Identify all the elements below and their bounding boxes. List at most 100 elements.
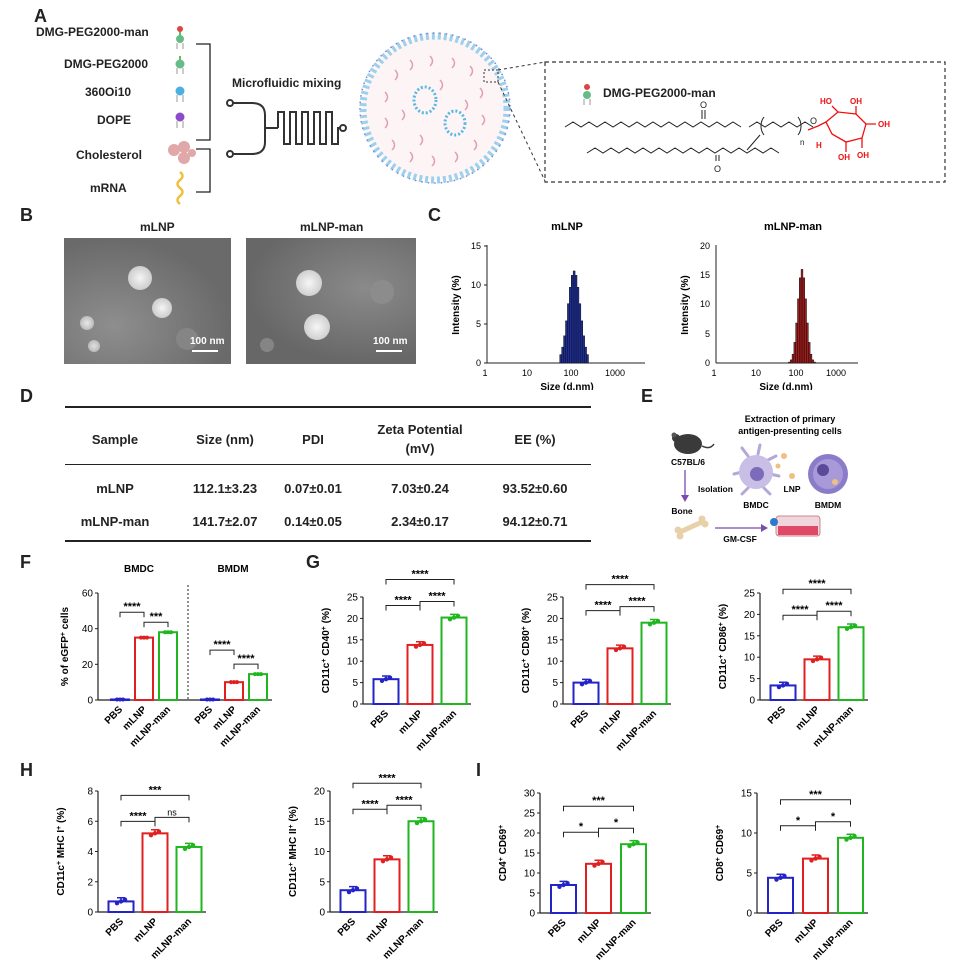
microfluidic-chip: [226, 99, 347, 158]
data-point: [139, 635, 143, 640]
component-dmg-peg2000-man: DMG-PEG2000-man: [36, 25, 149, 39]
y-tick-label: 15: [547, 635, 559, 646]
data-point: [844, 837, 849, 842]
significance-label: ***: [150, 611, 164, 623]
category-label: PBS: [569, 708, 592, 731]
atom-o: O: [810, 116, 817, 126]
y-tick-label: 20: [547, 614, 559, 625]
panel-letter-a: A: [34, 6, 47, 26]
significance-label: ****: [628, 596, 646, 608]
significance-bracket: [120, 794, 190, 801]
y-tick-label: 2: [87, 877, 93, 888]
category-label: mLNP-man: [128, 704, 173, 749]
error-bar: [779, 681, 787, 686]
y-axis-label: CD11c+ CD86+ (%): [718, 604, 730, 689]
y-tick-label: 10: [744, 653, 756, 664]
histogram-bar: [793, 342, 796, 364]
data-point: [852, 623, 858, 628]
dls-plot-mlnp: 0 5 10 15 1 10 100 1000 Size (d.nm) Inte…: [451, 241, 645, 390]
y-tick-label: 10: [314, 847, 326, 858]
histogram-bar: [804, 298, 807, 364]
error-bar: [616, 644, 624, 649]
y-axis-label: CD11c+ CD80+ (%): [521, 608, 533, 693]
histogram-bar: [799, 277, 802, 364]
bar-pbs: [110, 698, 130, 702]
error-bar: [846, 833, 855, 838]
peg-man-icon: [176, 26, 184, 49]
y-tick-label: 40: [82, 624, 94, 635]
data-point: [166, 630, 170, 635]
panel-letter-f: F: [20, 552, 31, 572]
significance-label: ****: [123, 601, 141, 613]
significance-bracket: [233, 663, 259, 670]
nanoparticle: [296, 270, 322, 296]
data-point: [259, 672, 263, 677]
significance-bracket: [419, 601, 455, 607]
data-point: [451, 615, 457, 620]
table-header: Zeta Potential: [377, 422, 463, 437]
bar-mlnp-man: [407, 820, 435, 913]
data-point: [813, 856, 818, 861]
data-point: [814, 657, 820, 662]
atom-oh: OH: [878, 120, 890, 129]
category-label: mLNP: [575, 917, 603, 945]
error-bar: [417, 816, 425, 822]
table-rule-mid: [65, 464, 591, 465]
table-cell: 2.34±0.17: [391, 514, 449, 529]
data-point: [447, 616, 453, 622]
bmdc-icon: [732, 443, 781, 496]
data-point: [421, 641, 427, 646]
significance-label: ***: [809, 789, 823, 801]
nanoparticle: [80, 316, 94, 330]
histogram-bar: [561, 346, 564, 364]
data-point: [848, 835, 853, 840]
significance-label: ****: [129, 810, 147, 822]
histogram-bar: [790, 359, 793, 364]
significance-label: *: [579, 821, 584, 833]
atom-o: O: [700, 100, 707, 110]
category-label: mLNP: [211, 704, 239, 732]
data-point: [817, 854, 822, 859]
category-label: mLNP-man: [381, 916, 426, 961]
data-point: [848, 625, 854, 630]
table-header: (mV): [405, 441, 435, 456]
y-tick-label: 10: [547, 657, 559, 668]
histogram-bar: [813, 361, 816, 364]
significance-label: ****: [378, 772, 396, 784]
nanoparticle: [152, 298, 172, 318]
data-point: [418, 819, 424, 824]
data-point: [387, 675, 393, 680]
bar-mlnp: [406, 643, 434, 705]
xtick: 10: [751, 368, 761, 378]
y-tick-label: 25: [744, 589, 756, 600]
significance-bracket: [209, 649, 235, 656]
category-label: mLNP: [121, 704, 149, 732]
error-bar: [847, 623, 855, 628]
significance-label: *: [614, 817, 619, 829]
bar-pbs: [200, 698, 220, 702]
histogram-bar: [572, 270, 576, 364]
category-label: mLNP-man: [811, 704, 856, 749]
ytick: 15: [700, 270, 710, 280]
category-label: mLNP: [397, 708, 425, 736]
e-arrowhead: [761, 524, 768, 532]
y-axis-label: CD11c+ CD40+ (%): [321, 608, 333, 693]
category-label: mLNP: [792, 917, 820, 945]
data-point: [631, 842, 636, 847]
atom-h: H: [816, 141, 822, 150]
histogram-bar: [569, 287, 572, 364]
category-label: mLNP-man: [594, 917, 639, 962]
data-point: [587, 678, 593, 684]
histogram-bar: [565, 320, 568, 364]
dls-title-mlnp: mLNP: [551, 221, 583, 233]
data-point: [122, 897, 128, 902]
histogram-bar: [806, 322, 809, 364]
y-tick-label: 0: [749, 696, 755, 707]
atom-oh: OH: [850, 97, 862, 106]
data-point: [810, 658, 816, 664]
category-label: mLNP-man: [614, 708, 659, 753]
y-tick-label: 0: [529, 909, 535, 920]
significance-bracket: [585, 610, 621, 616]
y-tick-label: 0: [552, 700, 558, 711]
zoom-line: [497, 61, 546, 71]
